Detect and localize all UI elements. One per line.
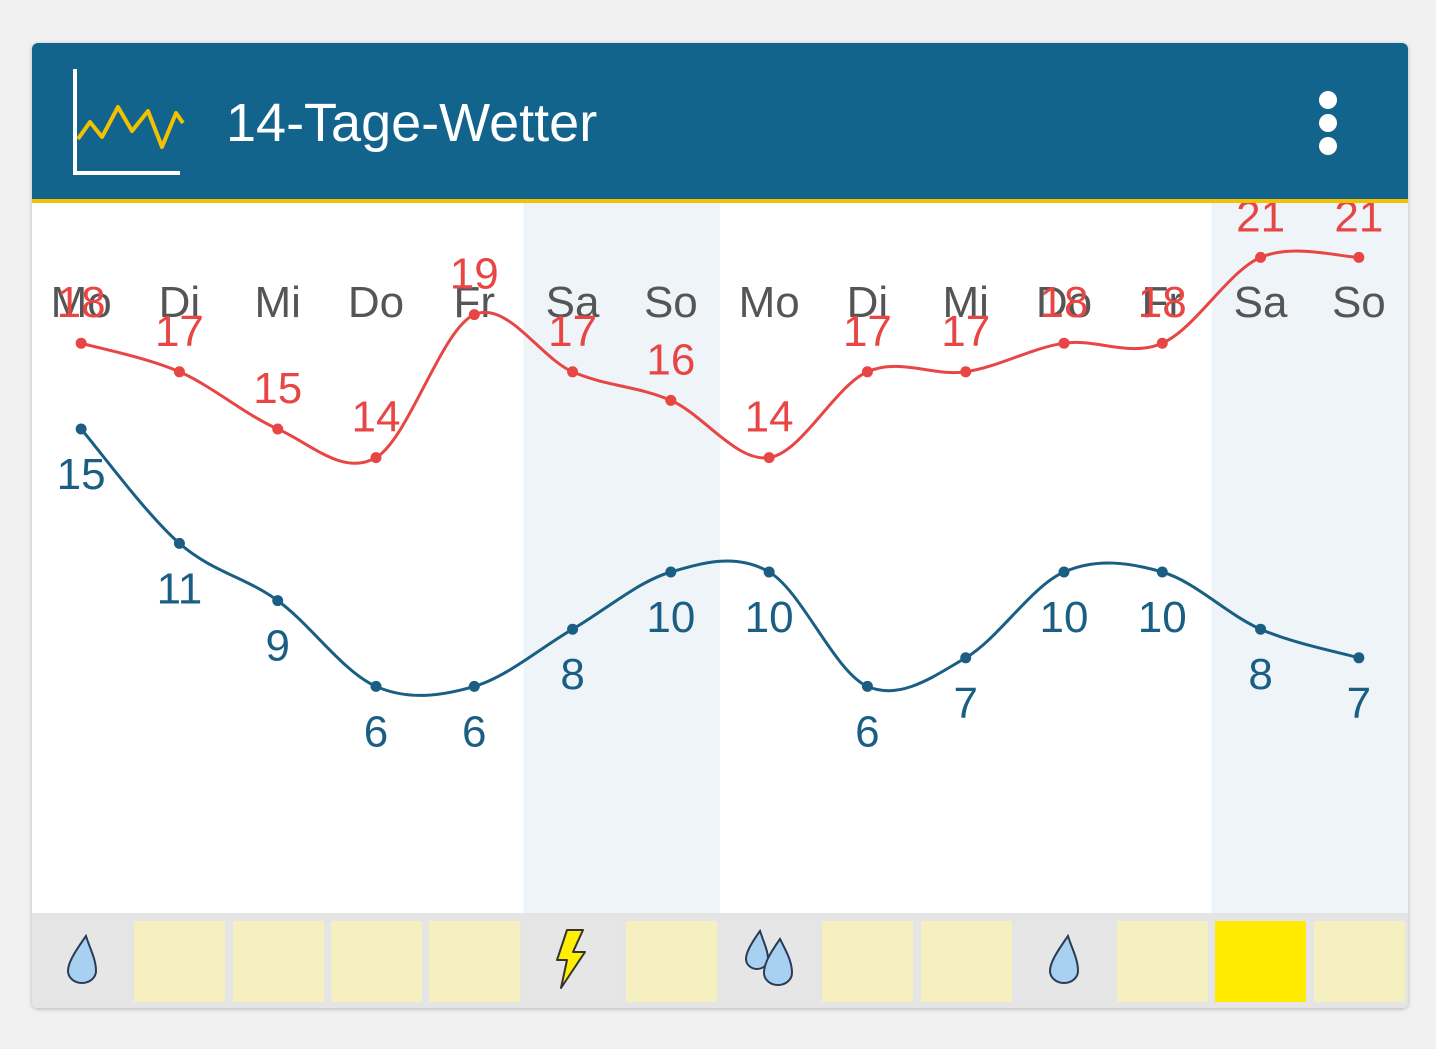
weekend-band	[621, 203, 720, 913]
min-temperature-label: 10	[1138, 593, 1187, 642]
min-temperature-point	[468, 680, 480, 692]
max-temperature-point	[468, 309, 480, 321]
max-temperature-label: 16	[646, 335, 695, 384]
rain-drop-icon	[62, 933, 102, 990]
max-temperature-point	[665, 394, 677, 406]
day-weather-cell[interactable]	[625, 921, 717, 1002]
day-label: Di	[159, 278, 201, 327]
day-weather-cell[interactable]	[330, 921, 422, 1002]
day-label: Mo	[51, 278, 112, 327]
day-label: Sa	[546, 278, 600, 327]
thunder-icon	[553, 928, 593, 995]
max-temperature-point	[1156, 337, 1168, 349]
day-weather-cell[interactable]	[1313, 921, 1405, 1002]
day-weather-cell[interactable]	[1018, 921, 1110, 1002]
max-temperature-point	[861, 366, 873, 378]
day-weather-cell[interactable]	[920, 921, 1012, 1002]
min-temperature-point	[75, 423, 87, 435]
rain-drop-icon	[1044, 933, 1084, 990]
max-temperature-label: 18	[1138, 278, 1187, 327]
day-label: Mo	[739, 278, 800, 327]
max-temperature-point	[1255, 251, 1267, 263]
day-label: Mi	[254, 278, 300, 327]
min-temperature-label: 7	[1347, 679, 1371, 728]
min-temperature-point	[1255, 623, 1267, 635]
max-temperature-label: 14	[745, 393, 794, 442]
max-temperature-label: 15	[253, 364, 302, 413]
min-temperature-point	[861, 680, 873, 692]
max-temperature-label: 18	[1040, 278, 1089, 327]
max-temperature-line	[80, 249, 1359, 465]
day-label: Do	[348, 278, 404, 327]
day-weather-cell[interactable]	[429, 921, 521, 1002]
day-weather-cell[interactable]	[527, 921, 619, 1002]
max-temperature-label: 21	[1236, 203, 1285, 241]
day-weather-cell[interactable]	[822, 921, 914, 1002]
min-temperature-label: 8	[560, 650, 584, 699]
min-temperature-point	[370, 680, 382, 692]
weekend-band	[523, 203, 622, 913]
max-temperature-label: 18	[57, 278, 106, 327]
min-temperature-label: 6	[364, 707, 388, 756]
day-label: Sa	[1234, 278, 1288, 327]
min-temperature-point	[665, 566, 677, 578]
max-temperature-label: 19	[450, 250, 499, 299]
max-temperature-point	[75, 337, 87, 349]
max-temperature-label: 21	[1334, 203, 1383, 241]
max-temperature-point	[1058, 337, 1070, 349]
min-temperature-label: 11	[157, 564, 203, 613]
max-temperature-point	[173, 366, 185, 378]
max-temperature-label: 17	[155, 307, 204, 356]
max-temperature-label: 14	[352, 393, 401, 442]
day-label: Fr	[1142, 278, 1184, 327]
day-label: Do	[1036, 278, 1092, 327]
day-label: Mi	[942, 278, 988, 327]
chart-trend-icon	[70, 67, 190, 184]
min-temperature-label: 9	[265, 622, 289, 671]
day-weather-cell[interactable]	[36, 921, 127, 1002]
temperature-chart: Mo Di Mi Do Fr Sa So Mo Di Mi Do Fr Sa So181715141917…	[51, 203, 1408, 913]
day-label: Di	[847, 278, 889, 327]
app-header: 14-Tage-Wetter	[32, 43, 1408, 203]
day-weather-cell[interactable]	[1117, 921, 1209, 1002]
max-temperature-point	[763, 452, 775, 464]
day-weather-cell[interactable]	[724, 921, 815, 1002]
heavy-rain-icon	[742, 928, 798, 994]
min-temperature-label: 15	[57, 450, 106, 499]
page-title: 14-Tage-Wetter	[226, 93, 598, 153]
max-temperature-point	[567, 366, 579, 378]
min-temperature-point	[567, 623, 579, 635]
min-temperature-point	[173, 537, 185, 549]
min-temperature-label: 8	[1248, 650, 1272, 699]
max-temperature-label: 17	[941, 307, 990, 356]
max-temperature-point	[1353, 251, 1365, 263]
weekend-band	[1309, 203, 1408, 913]
day-weather-cell[interactable]	[232, 921, 324, 1002]
max-temperature-label: 17	[548, 307, 597, 356]
min-temperature-label: 6	[462, 707, 486, 756]
day-label: So	[644, 278, 698, 327]
max-temperature-point	[370, 452, 382, 464]
day-label: So	[1332, 278, 1386, 327]
min-temperature-label: 7	[953, 679, 977, 728]
day-weather-cell[interactable]	[134, 921, 226, 1002]
min-temperature-point	[1156, 566, 1168, 578]
min-temperature-point	[763, 566, 775, 578]
min-temperature-label: 10	[646, 593, 695, 642]
min-temperature-label: 6	[855, 707, 879, 756]
max-temperature-label: 17	[843, 307, 892, 356]
weekend-band	[1211, 203, 1310, 913]
max-temperature-point	[272, 423, 284, 435]
more-options-icon[interactable]	[1312, 87, 1344, 159]
max-temperature-point	[960, 366, 972, 378]
day-weather-cell[interactable]	[1215, 921, 1307, 1002]
min-temperature-point	[1058, 566, 1070, 578]
weather-icon-strip	[32, 913, 1408, 1008]
min-temperature-label: 10	[745, 593, 794, 642]
weather-card: 14-Tage-Wetter Mo Di Mi Do Fr Sa So Mo Di Mi Do Fr S…	[32, 43, 1408, 1008]
min-temperature-point	[960, 652, 972, 664]
min-temperature-point	[272, 595, 284, 607]
min-temperature-point	[1353, 652, 1365, 664]
min-temperature-label: 10	[1040, 593, 1089, 642]
